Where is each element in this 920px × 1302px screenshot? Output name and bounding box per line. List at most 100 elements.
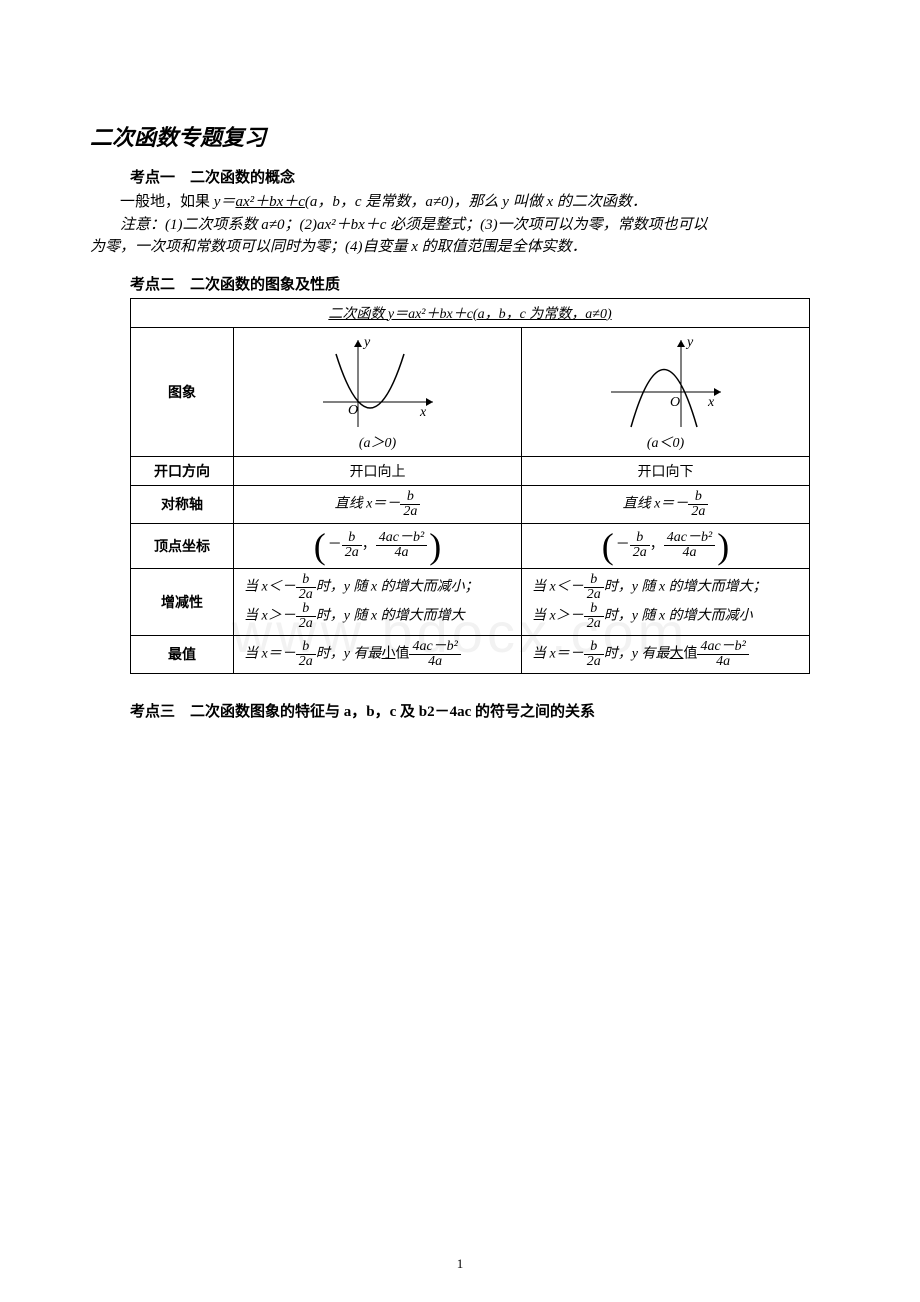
den: 4a (697, 655, 748, 669)
text: 当 x＞－ (244, 608, 296, 623)
table-row: 顶点坐标 ( －b2a，4ac－b²4a ) ( －b2a，4ac－b²4a ) (131, 523, 810, 568)
vertex-neg: ( －b2a，4ac－b²4a ) (522, 523, 810, 568)
table-header-text: 二次函数 y＝ax²＋bx＋c(a，b，c 为常数，a≠0) (328, 307, 611, 322)
den: 2a (688, 505, 708, 519)
num: b (584, 573, 604, 588)
x-label: x (707, 395, 715, 410)
text: 一般地，如果 (120, 194, 214, 210)
page-number: 1 (0, 1256, 920, 1272)
table-row: 图象 y x O (a＞0) (131, 327, 810, 456)
parabola-up-icon: y x O (308, 332, 448, 432)
ext-pos: 当 x＝－b2a时，y 有最小值4ac－b²4a (234, 635, 522, 673)
num: b (296, 602, 316, 617)
page-title: 二次函数专题复习 (90, 120, 830, 152)
fraction: b2a (296, 602, 316, 631)
mono-neg: 当 x＜－b2a时，y 随 x 的增大而增大； 当 x＞－b2a时，y 随 x … (522, 568, 810, 635)
den: 2a (584, 655, 604, 669)
properties-table: 二次函数 y＝ax²＋bx＋c(a，b，c 为常数，a≠0) 图象 y x O … (130, 298, 810, 674)
num: 4ac－b² (664, 531, 715, 546)
table-row: 增减性 当 x＜－b2a时，y 随 x 的增大而减小； 当 x＞－b2a时，y … (131, 568, 810, 635)
den: 2a (296, 588, 316, 602)
text: 值 (683, 646, 697, 661)
text: 当 x＜－ (244, 579, 296, 594)
eq-underlined: ax²＋bx＋c (235, 194, 304, 210)
fraction: b2a (296, 640, 316, 669)
section-3-head: 考点三 二次函数图象的特征与 a，b，c 及 b2－4ac 的符号之间的关系 (130, 700, 830, 721)
fraction: b2a (584, 640, 604, 669)
fraction: 4ac－b²4a (697, 640, 748, 669)
axis-pos: 直线 x＝－b2a (234, 485, 522, 523)
axis-neg: 直线 x＝－b2a (522, 485, 810, 523)
eq-tail: (a，b，c 是常数，a≠0)，那么 y 叫做 x 的二次函数． (305, 194, 647, 210)
section-2-head: 考点二 二次函数的图象及性质 (130, 273, 830, 294)
text: 当 x＝－ (532, 646, 584, 661)
parabola-down-icon: y x O (596, 332, 736, 432)
vertex-paren: ( －b2a，4ac－b²4a ) (602, 528, 729, 564)
den: 2a (296, 617, 316, 631)
row-label-graph: 图象 (131, 327, 234, 456)
table-row: 最值 当 x＝－b2a时，y 有最小值4ac－b²4a 当 x＝－b2a时，y … (131, 635, 810, 673)
text: 注意：(1)二次项系数 a≠0；(2)ax²＋bx＋c 必须是整式；(3)一次项… (120, 217, 708, 233)
table-row: 对称轴 直线 x＝－b2a 直线 x＝－b2a (131, 485, 810, 523)
num: b (296, 640, 316, 655)
section-1-line2b: 为零，一次项和常数项可以同时为零；(4)自变量 x 的取值范围是全体实数． (90, 236, 830, 259)
graph-caption-pos: (a＞0) (240, 432, 515, 452)
table-row: 开口方向 开口向上 开口向下 (131, 456, 810, 485)
num: b (584, 640, 604, 655)
row-label-open: 开口方向 (131, 456, 234, 485)
num: 4ac－b² (697, 640, 748, 655)
num: b (584, 602, 604, 617)
paren-right: ) (429, 528, 441, 564)
open-neg: 开口向下 (522, 456, 810, 485)
den: 4a (664, 546, 715, 560)
paren-right: ) (717, 528, 729, 564)
text: 时，y 随 x 的增大而增大 (316, 608, 465, 623)
num: b (296, 573, 316, 588)
o-label: O (348, 403, 358, 418)
section-1-line1: 一般地，如果 y＝ax²＋bx＋c(a，b，c 是常数，a≠0)，那么 y 叫做… (90, 191, 830, 214)
text: 时，y 随 x 的增大而增大； (604, 579, 767, 594)
ext-neg: 当 x＝－b2a时，y 有最大值4ac－b²4a (522, 635, 810, 673)
text-u: 大 (669, 646, 683, 661)
o-label: O (670, 395, 680, 410)
text: 当 x＜－ (532, 579, 584, 594)
row-label-axis: 对称轴 (131, 485, 234, 523)
x-label: x (419, 405, 427, 420)
section-1-line2a: 注意：(1)二次项系数 a≠0；(2)ax²＋bx＋c 必须是整式；(3)一次项… (90, 214, 830, 237)
paren-left: ( (314, 528, 326, 564)
text: 直线 x＝－ (623, 496, 689, 511)
text: 直线 x＝－ (335, 496, 401, 511)
den: 2a (400, 505, 420, 519)
graph-cell-neg: y x O (a＜0) (522, 327, 810, 456)
mono-pos: 当 x＜－b2a时，y 随 x 的增大而减小； 当 x＞－b2a时，y 随 x … (234, 568, 522, 635)
text: 时，y 有最 (604, 646, 670, 661)
row-label-vertex: 顶点坐标 (131, 523, 234, 568)
eq: y＝ (214, 194, 236, 210)
table-row: 二次函数 y＝ax²＋bx＋c(a，b，c 为常数，a≠0) (131, 298, 810, 327)
num: b (630, 531, 650, 546)
den: 2a (584, 617, 604, 631)
den: 2a (630, 546, 650, 560)
fraction: b2a (584, 602, 604, 631)
graph-cell-pos: y x O (a＞0) (234, 327, 522, 456)
text: 为零，一次项和常数项可以同时为零；(4)自变量 x 的取值范围是全体实数． (90, 239, 587, 255)
num: b (342, 531, 362, 546)
den: 2a (342, 546, 362, 560)
text: 时，y 随 x 的增大而减小 (604, 608, 753, 623)
num: b (400, 490, 420, 505)
vertex-paren: ( －b2a，4ac－b²4a ) (314, 528, 441, 564)
text-u: 小 (381, 646, 395, 661)
row-label-mono: 增减性 (131, 568, 234, 635)
text: 时，y 有最 (316, 646, 382, 661)
den: 2a (296, 655, 316, 669)
text: 值 (395, 646, 409, 661)
fraction: b2a (688, 490, 708, 519)
text: 当 x＝－ (244, 646, 296, 661)
section-1-head: 考点一 二次函数的概念 (130, 166, 830, 187)
num: 4ac－b² (376, 531, 427, 546)
fraction: 4ac－b²4a (409, 640, 460, 669)
fraction: b2a (296, 573, 316, 602)
graph-caption-neg: (a＜0) (528, 432, 803, 452)
num: b (688, 490, 708, 505)
y-label: y (685, 335, 694, 350)
